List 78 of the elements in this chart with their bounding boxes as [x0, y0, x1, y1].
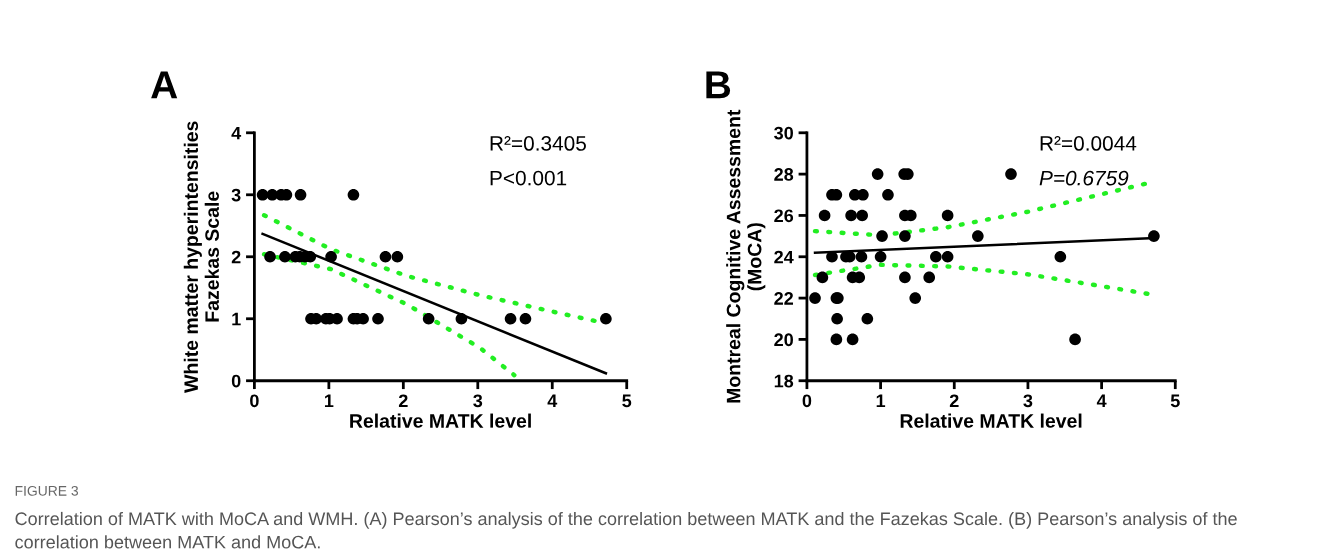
point [1005, 168, 1017, 180]
point [325, 250, 337, 263]
point [856, 209, 868, 222]
point [1054, 250, 1067, 263]
point [831, 312, 843, 325]
y-axis-title: White matter hyperintensities Fazekas Scale [183, 121, 219, 393]
point [294, 188, 307, 201]
x-tick-label: 4 [547, 394, 558, 408]
point [923, 271, 936, 284]
point [279, 250, 291, 263]
point [519, 312, 532, 325]
x-axis-title: Relative MATK level [900, 413, 1082, 428]
y-tick-label: 28 [774, 168, 794, 181]
point [845, 209, 857, 222]
annotation: P<0.001 [490, 170, 567, 186]
point [816, 271, 829, 284]
point [422, 312, 435, 325]
y-tick-label: 3 [231, 188, 241, 202]
point [264, 250, 276, 263]
point [941, 209, 954, 222]
point [972, 230, 984, 242]
caption: FIGURE 3 [15, 485, 79, 496]
y-tick-label: 30 [774, 126, 793, 140]
point [871, 168, 884, 180]
y-tick-label: 24 [774, 250, 794, 264]
point [809, 292, 821, 304]
point [941, 250, 954, 263]
line-series [261, 252, 517, 378]
point [830, 333, 843, 346]
x-tick-label: 2 [949, 394, 959, 408]
y-tick-label: 1 [232, 312, 241, 326]
point [372, 312, 384, 325]
point [1148, 230, 1160, 242]
x-tick-label: 3 [1023, 394, 1033, 408]
x-tick-label: 4 [1096, 394, 1107, 408]
x-tick-label: 3 [473, 394, 483, 408]
x-tick-label: 1 [324, 394, 334, 408]
x-tick-label: 5 [622, 394, 632, 408]
point [855, 250, 868, 263]
text: B [706, 71, 731, 99]
point [379, 250, 392, 263]
y-tick-label: 20 [774, 333, 793, 347]
y-tick-label: 26 [774, 209, 794, 223]
y-tick-label: 4 [231, 126, 242, 140]
point [391, 250, 404, 263]
point [600, 312, 612, 325]
annotation: R²=0.0044 [1040, 136, 1137, 151]
point [876, 230, 888, 242]
annotation: P=0.6759 [1039, 170, 1129, 186]
point [874, 250, 887, 263]
point [899, 271, 911, 284]
x-tick-label: 0 [250, 394, 259, 408]
text: Correlation of MATK with MoCA and WMH. (A) Pearson’s analysis of the correlation between MATK and the Fazekas Scale. (B) Pearson’s analysis of the correlation between MATK and MoCA. [15, 511, 1237, 549]
point [909, 292, 922, 304]
point [256, 188, 269, 201]
point [846, 333, 859, 346]
y-tick-label: 2 [231, 250, 241, 264]
point [930, 250, 942, 263]
annotation: R²=0.3405 [490, 136, 586, 151]
point [455, 312, 468, 325]
x-tick-label: 1 [876, 394, 886, 408]
y-axis-title: Montreal Cognitive Assessment (MoCA) [726, 109, 766, 403]
x-axis-title: Relative MATK level [350, 413, 531, 428]
text: A [151, 71, 178, 99]
y-tick-label: 18 [774, 374, 794, 388]
point [347, 188, 360, 201]
point [857, 188, 869, 201]
point [861, 312, 874, 325]
y-tick-label: 0 [231, 374, 241, 388]
x-tick-label: 5 [1170, 394, 1180, 408]
point [818, 209, 831, 222]
y-tick-label: 22 [774, 292, 794, 305]
point [882, 188, 894, 201]
x-tick-label: 0 [802, 394, 812, 408]
point [504, 312, 517, 325]
point [899, 230, 911, 242]
point [1069, 333, 1081, 346]
x-tick-label: 2 [398, 394, 408, 408]
